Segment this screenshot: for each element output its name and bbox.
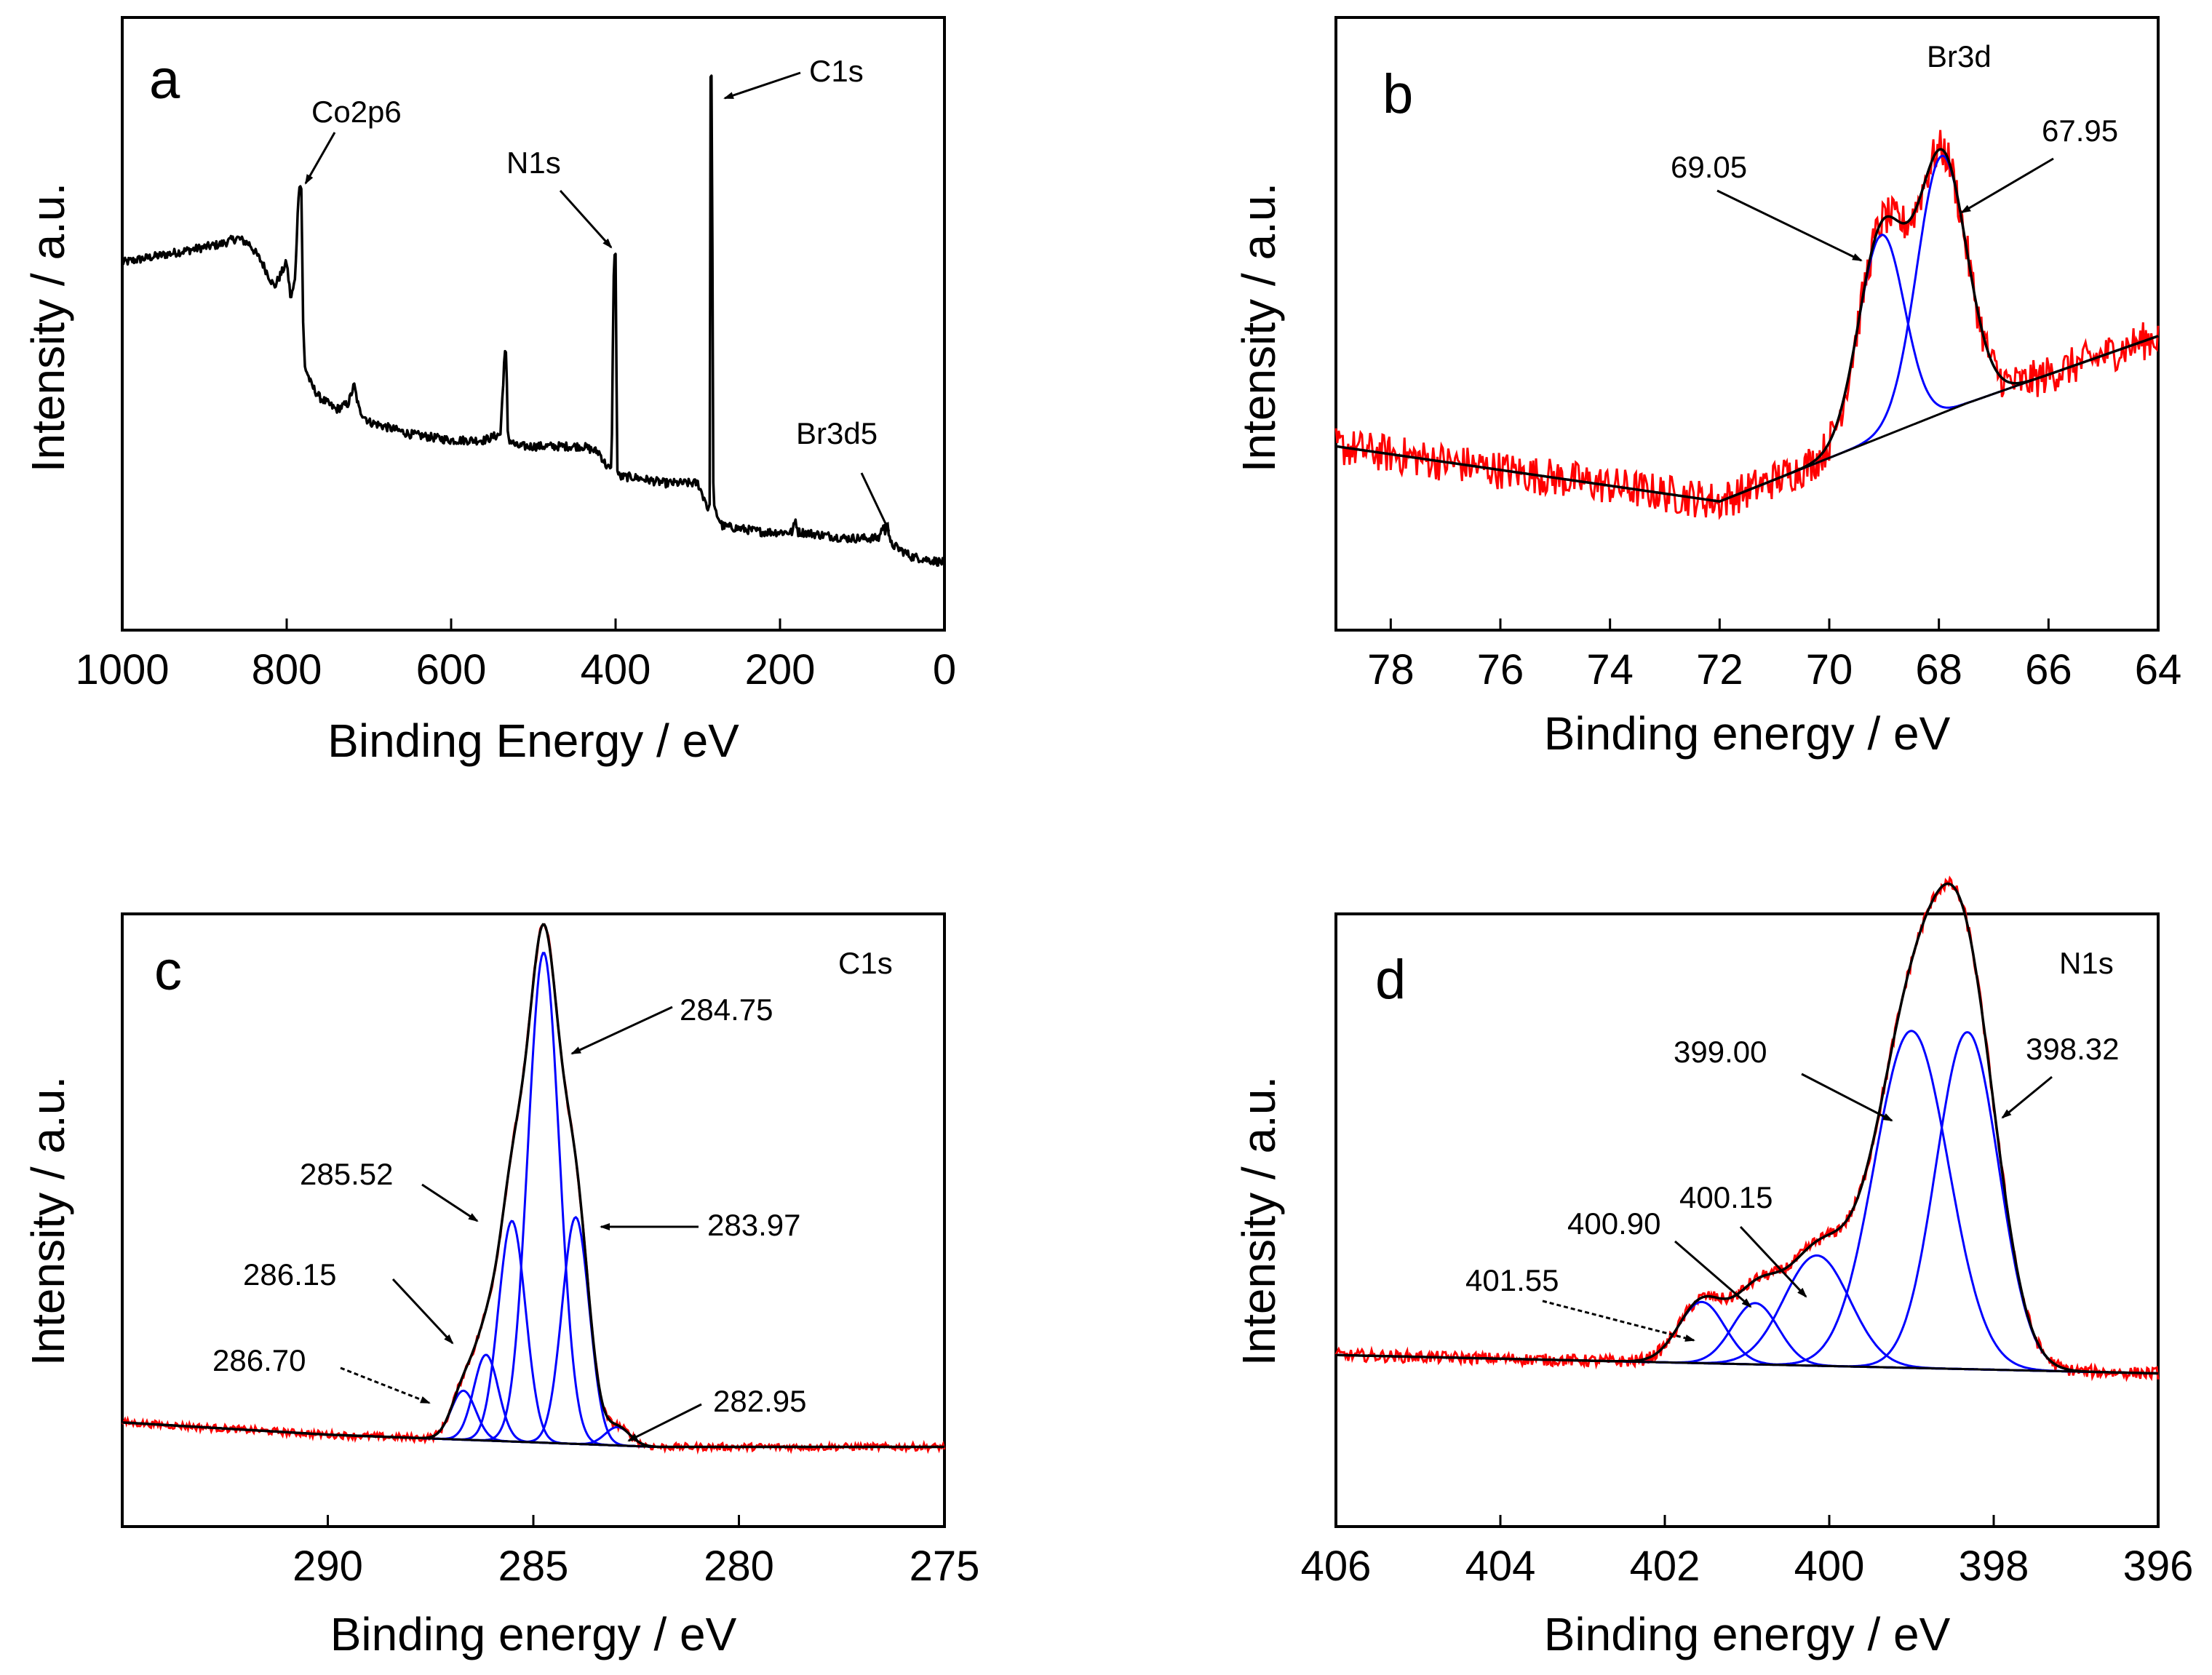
panel-c-series — [121, 923, 946, 1455]
arrow-n1s — [559, 189, 613, 249]
arrow-c1s — [723, 71, 801, 100]
panel-c-letter: c — [154, 940, 182, 1002]
panel-c-title: C1s — [838, 946, 893, 980]
series-fit — [1335, 882, 2158, 1375]
x-tick-label: 406 — [1301, 1543, 1372, 1590]
x-tick-label: 400 — [581, 646, 651, 693]
peak-label-400-15: 400.15 — [1679, 1180, 1773, 1214]
arrow-399-00 — [1801, 1073, 1893, 1122]
arrow-co2p6 — [304, 132, 336, 185]
x-tick-label: 400 — [1794, 1543, 1865, 1590]
x-tick-label: 72 — [1696, 646, 1743, 693]
x-tick-label: 290 — [293, 1543, 363, 1590]
annotation-co2p6: Co2p6 — [311, 95, 402, 129]
panel-b-ticks: 78 76 74 72 70 68 66 64 — [1367, 618, 2181, 693]
panel-b: b Br3d Intensity / a.u. Binding energy /… — [1233, 16, 2181, 760]
component-peak — [1335, 154, 2159, 503]
annotation-br3d5: Br3d5 — [796, 416, 878, 450]
arrow-69-05 — [1716, 189, 1863, 262]
panel-a-series — [121, 74, 946, 567]
component-peak — [122, 1215, 944, 1448]
x-tick-label: 76 — [1477, 646, 1524, 693]
x-tick-label: 66 — [2025, 646, 2072, 693]
series-fit — [1335, 148, 2159, 504]
panel-c: c C1s Intensity / a.u. Binding energy / … — [22, 912, 979, 1660]
x-tick-label: 285 — [498, 1543, 569, 1590]
arrow-286-70 — [340, 1366, 431, 1404]
arrow-401-55 — [1542, 1300, 1695, 1342]
arrow-400-90 — [1674, 1240, 1752, 1308]
peak-label-399-00: 399.00 — [1674, 1035, 1767, 1069]
panel-b-title: Br3d — [1927, 39, 1992, 73]
arrow-400-15 — [1739, 1225, 1807, 1298]
x-tick-label: 404 — [1465, 1543, 1536, 1590]
arrow-284-75 — [570, 1006, 673, 1055]
x-tick-label: 396 — [2123, 1543, 2194, 1590]
x-tick-label: 600 — [416, 646, 487, 693]
peak-label-401-55: 401.55 — [1465, 1263, 1559, 1297]
panel-d-ylabel: Intensity / a.u. — [1233, 1076, 1285, 1366]
x-tick-label: 1000 — [75, 646, 169, 693]
x-tick-label: 275 — [910, 1543, 980, 1590]
panel-b-frame — [1334, 16, 2160, 632]
peak-label-67-95: 67.95 — [2042, 114, 2118, 148]
series-baseline — [1335, 335, 2159, 503]
x-tick-label: 74 — [1586, 646, 1634, 693]
peak-label-286-15: 286.15 — [243, 1257, 336, 1292]
arrow-285-52 — [421, 1183, 479, 1222]
x-tick-label: 200 — [745, 646, 816, 693]
panel-a-ylabel: Intensity / a.u. — [22, 183, 74, 472]
annotation-n1s: N1s — [506, 146, 561, 180]
panel-a-letter: a — [149, 49, 180, 111]
series-survey — [121, 74, 946, 567]
arrow-282-95 — [627, 1403, 702, 1442]
panel-d-title: N1s — [2059, 946, 2114, 980]
panel-a-xlabel: Binding Energy / eV — [327, 715, 739, 767]
arrow-398-32 — [2001, 1075, 2053, 1119]
component-peak — [122, 1389, 944, 1448]
panel-c-ylabel: Intensity / a.u. — [22, 1076, 74, 1366]
panel-c-ticks: 290 285 280 275 — [293, 1515, 979, 1590]
peak-label-285-52: 285.52 — [300, 1157, 393, 1191]
series-raw — [1334, 130, 2160, 520]
series-baseline — [122, 1421, 944, 1448]
panel-a-ticks: 1000 800 600 400 200 0 — [75, 618, 956, 693]
panel-d: d N1s Intensity / a.u. Binding energy / … — [1233, 875, 2194, 1660]
panel-b-series — [1334, 130, 2160, 520]
peak-label-283-97: 283.97 — [707, 1208, 800, 1242]
x-tick-label: 280 — [704, 1543, 774, 1590]
x-tick-label: 68 — [1915, 646, 1962, 693]
x-tick-label: 402 — [1630, 1543, 1700, 1590]
peak-label-284-75: 284.75 — [680, 992, 773, 1027]
peak-label-282-95: 282.95 — [713, 1384, 806, 1418]
peak-label-286-70: 286.70 — [212, 1343, 306, 1377]
series-baseline — [1335, 1353, 2158, 1374]
panel-b-ylabel: Intensity / a.u. — [1233, 183, 1285, 472]
arrow-br3d5 — [860, 472, 891, 533]
panel-b-letter: b — [1382, 63, 1413, 125]
peak-label-400-90: 400.90 — [1567, 1206, 1660, 1241]
panel-d-letter: d — [1375, 949, 1406, 1011]
arrow-67-95 — [1960, 157, 2054, 214]
panel-d-xlabel: Binding energy / eV — [1544, 1608, 1951, 1660]
peak-label-69-05: 69.05 — [1671, 150, 1747, 184]
x-tick-label: 800 — [252, 646, 322, 693]
arrow-286-15 — [391, 1278, 454, 1345]
x-tick-label: 64 — [2135, 646, 2182, 693]
peak-label-398-32: 398.32 — [2026, 1032, 2119, 1066]
panel-c-xlabel: Binding energy / eV — [330, 1608, 737, 1660]
panel-a-frame — [121, 16, 946, 632]
x-tick-label: 70 — [1806, 646, 1853, 693]
x-tick-label: 78 — [1367, 646, 1415, 693]
panel-d-ticks: 406 404 402 400 398 396 — [1301, 1515, 2194, 1590]
x-tick-label: 398 — [1959, 1543, 2029, 1590]
component-peak — [122, 1220, 944, 1448]
panel-b-xlabel: Binding energy / eV — [1544, 707, 1951, 760]
x-tick-label: 0 — [933, 646, 956, 693]
panel-c-frame — [121, 912, 946, 1528]
panel-d-frame — [1334, 912, 2160, 1528]
panel-a: a Intensity / a.u. Binding Energy / eV 1… — [22, 16, 956, 767]
annotation-c1s: C1s — [809, 54, 864, 88]
